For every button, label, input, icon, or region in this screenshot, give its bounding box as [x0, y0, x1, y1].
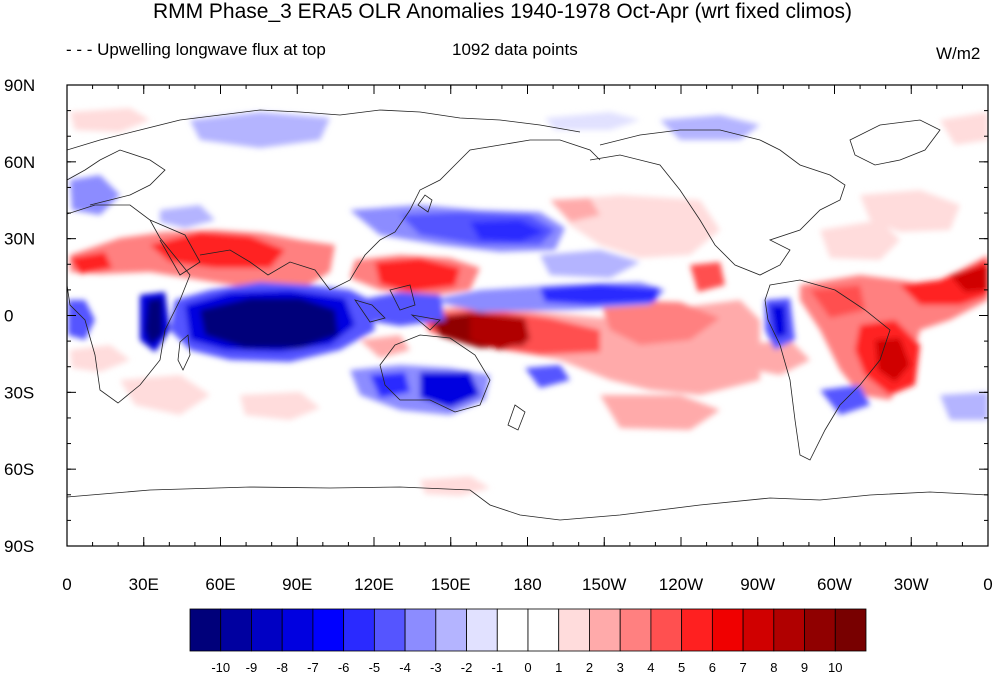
- lon-label: 120W: [659, 575, 703, 594]
- positive-anomaly-regions: [70, 108, 988, 496]
- colorbar-label: -2: [461, 660, 473, 675]
- lon-label: 30W: [894, 575, 929, 594]
- colorbar-label: 0: [524, 660, 531, 675]
- colorbar-swatch: [773, 608, 805, 652]
- lon-label: 0: [62, 575, 71, 594]
- colorbar-label: -3: [430, 660, 442, 675]
- colorbar-label: -4: [399, 660, 411, 675]
- colorbar-label: 6: [709, 660, 716, 675]
- units-label: W/m2: [936, 44, 981, 63]
- colorbar-swatch: [742, 608, 775, 652]
- colorbar-label: 2: [586, 660, 593, 675]
- colorbar-swatch: [312, 608, 345, 652]
- colorbar-label: -8: [276, 660, 288, 675]
- lon-label: 60W: [817, 575, 852, 594]
- colorbar-swatch: [619, 608, 652, 652]
- colorbar-swatch: [804, 608, 836, 652]
- colorbar-swatch: [681, 608, 713, 652]
- lat-label: 60S: [4, 460, 34, 479]
- latitude-labels: 90N 60N 30N 0 30S 60S 90S: [4, 76, 35, 556]
- colorbar-label: -1: [491, 660, 503, 675]
- lat-label: 0: [4, 307, 13, 326]
- lon-label: 0: [983, 575, 992, 594]
- colorbar-swatch: [435, 608, 467, 652]
- colorbar: -10 -9 -8 -7 -6 -5 -4 -3 -2 -1 0 1 2 3 4 5 6 7 8 9 10: [189, 608, 867, 675]
- colorbar-label: 5: [678, 660, 685, 675]
- colorbar-label: 10: [828, 660, 842, 675]
- lon-label: 30E: [129, 575, 159, 594]
- coastlines: [67, 109, 988, 521]
- lon-label: 120E: [354, 575, 394, 594]
- colorbar-swatch: [281, 608, 314, 652]
- colorbar-swatch: [527, 608, 560, 652]
- data-points-count: 1092 data points: [452, 40, 578, 59]
- colorbar-swatch: [834, 608, 867, 652]
- colorbar-swatch: [589, 608, 621, 652]
- colorbar-label: -10: [211, 660, 230, 675]
- axis-ticks: [66, 84, 989, 547]
- lat-label: 60N: [4, 153, 35, 172]
- colorbar-swatch: [189, 608, 222, 652]
- colorbar-swatch: [496, 608, 529, 652]
- colorbar-label: -7: [307, 660, 319, 675]
- negative-anomaly-regions: [68, 112, 988, 420]
- colorbar-label: 1: [555, 660, 562, 675]
- colorbar-swatch: [404, 608, 437, 652]
- colorbar-label: 9: [801, 660, 808, 675]
- colorbar-swatch: [343, 608, 375, 652]
- lat-label: 30N: [4, 230, 35, 249]
- anomaly-field: [68, 108, 988, 496]
- variable-description: - - - Upwelling longwave flux at top: [66, 40, 326, 59]
- colorbar-label: -9: [246, 660, 258, 675]
- colorbar-label: -5: [369, 660, 381, 675]
- colorbar-label: 4: [647, 660, 654, 675]
- colorbar-swatch: [251, 608, 283, 652]
- colorbar-swatch: [711, 608, 744, 652]
- colorbar-label: 7: [739, 660, 746, 675]
- lat-label: 90N: [4, 76, 35, 95]
- lon-label: 60E: [205, 575, 235, 594]
- colorbar-label: -6: [338, 660, 350, 675]
- lon-label: 90E: [282, 575, 312, 594]
- colorbar-swatch: [650, 608, 683, 652]
- lon-label: 90W: [740, 575, 775, 594]
- colorbar-swatch: [466, 608, 498, 652]
- lat-label: 30S: [4, 383, 34, 402]
- colorbar-swatch: [220, 608, 252, 652]
- lon-label: 150W: [582, 575, 626, 594]
- lon-label: 180: [513, 575, 541, 594]
- longitude-labels: 0 30E 60E 90E 120E 150E 180 150W 120W 90W 60W 30W 0: [62, 575, 992, 594]
- lon-label: 150E: [431, 575, 471, 594]
- colorbar-swatch: [373, 608, 406, 652]
- colorbar-label: 8: [770, 660, 777, 675]
- colorbar-label: 3: [617, 660, 624, 675]
- colorbar-swatch: [558, 608, 590, 652]
- lat-label: 90S: [4, 537, 34, 556]
- page-title: RMM Phase_3 ERA5 OLR Anomalies 1940-1978…: [152, 0, 853, 23]
